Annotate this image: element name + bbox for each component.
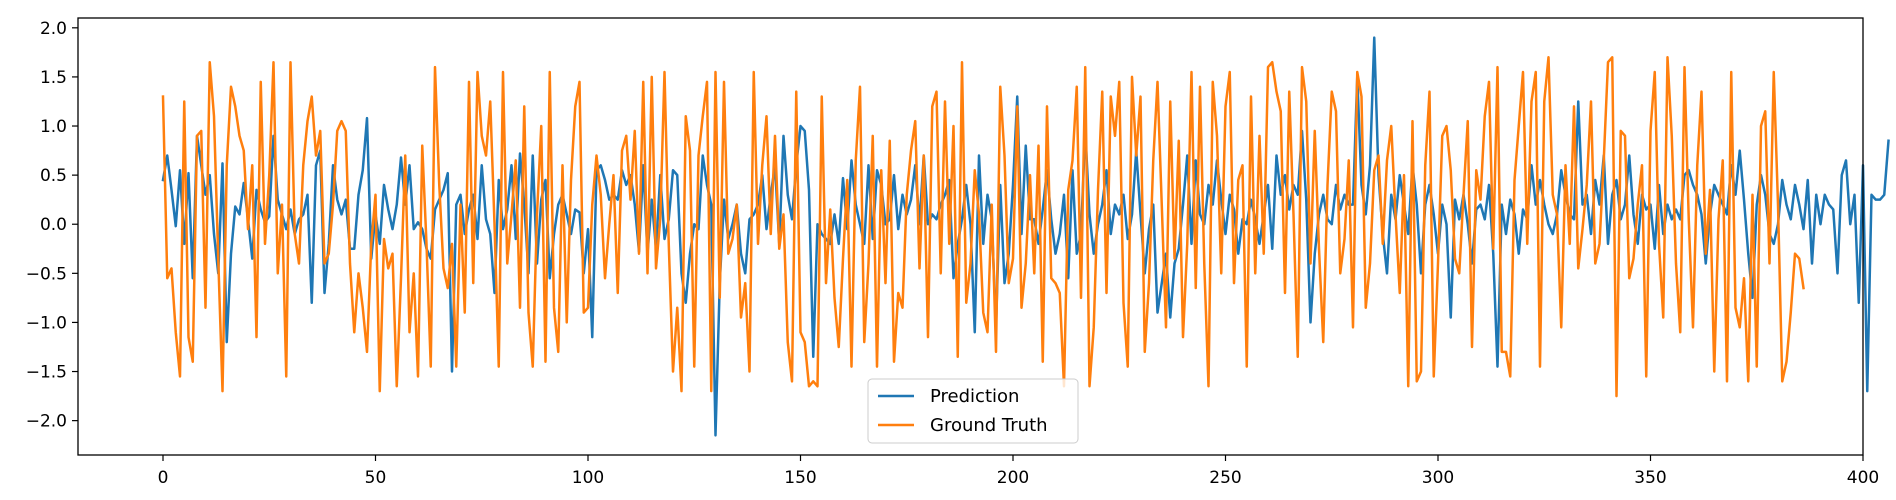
series-line-ground-truth <box>161 56 1805 398</box>
legend-box <box>867 378 1079 444</box>
x-tick-label: 200 <box>997 468 1029 488</box>
y-tick-label: 1.0 <box>40 117 67 137</box>
y-axis: −2.0 −1.5 −1.0 −0.5 0.0 0.5 1.0 1.5 2.0 <box>26 19 78 432</box>
x-tick-label: 50 <box>365 468 387 488</box>
x-tick-label: 350 <box>1634 468 1666 488</box>
series-layer <box>161 36 1890 437</box>
y-tick-label: 0.0 <box>40 215 67 235</box>
x-tick-label: 150 <box>784 468 816 488</box>
x-tick-label: 100 <box>572 468 604 488</box>
legend: Prediction Ground Truth <box>867 378 1079 444</box>
x-tick-label: 400 <box>1847 468 1879 488</box>
y-tick-label: 1.5 <box>40 68 67 88</box>
legend-label-ground-truth: Ground Truth <box>930 415 1048 436</box>
y-tick-label: −1.0 <box>26 313 67 333</box>
x-tick-label: 0 <box>158 468 169 488</box>
x-tick-label: 300 <box>1422 468 1454 488</box>
legend-label-prediction: Prediction <box>930 386 1019 407</box>
plot-frame <box>77 17 1864 456</box>
x-axis: 0 50 100 150 200 250 300 350 400 <box>158 455 1879 488</box>
y-tick-label: −2.0 <box>26 412 67 432</box>
y-tick-label: 2.0 <box>40 19 67 39</box>
y-tick-label: −0.5 <box>26 264 67 284</box>
series-line-prediction <box>161 36 1890 437</box>
y-tick-label: −1.5 <box>26 363 67 383</box>
x-tick-label: 250 <box>1209 468 1241 488</box>
y-tick-label: 0.5 <box>40 166 67 186</box>
